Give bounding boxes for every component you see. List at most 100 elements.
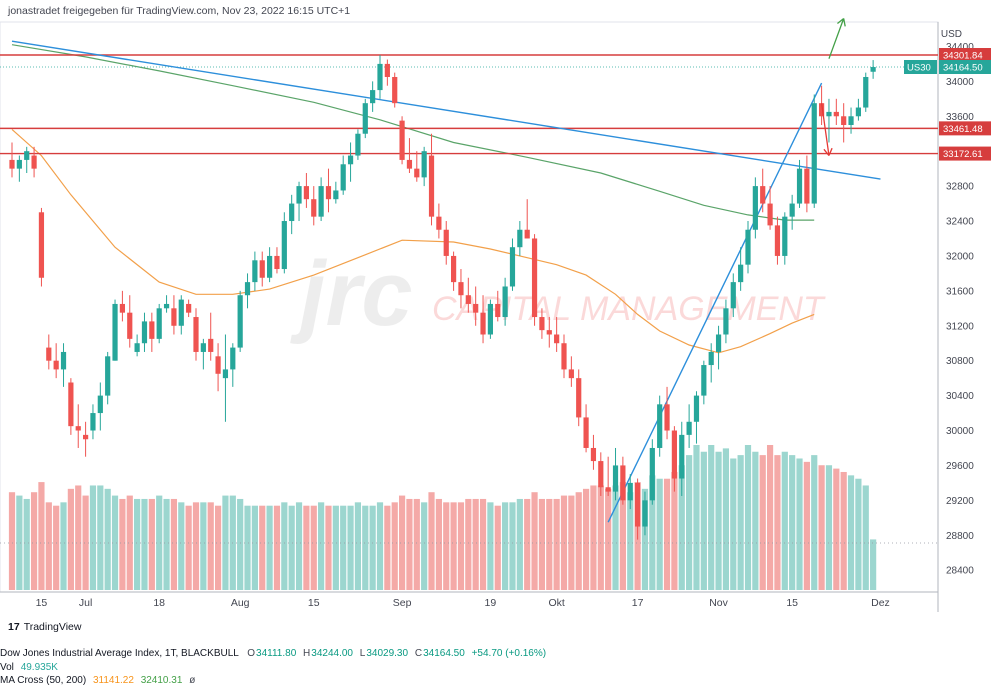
candle-body (686, 421, 692, 435)
candle-body (583, 417, 589, 448)
candle-body (60, 351, 67, 370)
time-tick-label: 15 (308, 597, 320, 609)
candle-body (598, 461, 604, 488)
price-tick-label: 33600 (946, 112, 974, 123)
price-tick-label: 30400 (946, 391, 974, 402)
level-price-tag (939, 48, 991, 63)
time-tick-label: Jul (79, 597, 92, 609)
candle-body (833, 111, 839, 117)
watermark-logo: jrc (290, 243, 413, 345)
volume-bar (38, 482, 45, 590)
volume-bar (722, 448, 730, 590)
ma-cross-label[interactable]: MA Cross (50, 200) (0, 675, 87, 686)
volume-bar (870, 539, 877, 590)
candle-body (127, 312, 133, 339)
candle-body (163, 303, 170, 309)
candle-body (480, 312, 486, 335)
volume-bar (362, 505, 369, 590)
close-value: 34164.50 (423, 648, 465, 659)
volume-bar (833, 468, 840, 590)
volume-bar (700, 451, 707, 590)
level-price-text: 34301.84 (943, 51, 983, 62)
arrow-up-icon (828, 18, 845, 59)
volume-bar (376, 502, 384, 590)
price-tick-label: 32000 (946, 251, 974, 262)
price-axis[interactable]: 28400 28800 29200 29600 30000 30400 30800 31200… (946, 42, 974, 577)
volume-bar (693, 445, 700, 590)
chart-svg[interactable]: jrc CAPITAL MANAGEMENT 28400288002920029… (0, 0, 1000, 642)
volume-bar (369, 505, 376, 590)
footer-brand[interactable]: 17 TradingView (8, 621, 81, 633)
candle-body (774, 225, 781, 256)
candle-body (767, 203, 773, 226)
volume-layer (0, 445, 938, 590)
candle-body (436, 216, 442, 230)
volume-bar (126, 495, 133, 590)
candle-body (487, 303, 493, 335)
brand-name: TradingView (23, 621, 82, 633)
candle-body (311, 199, 317, 217)
volume-bar (686, 455, 693, 590)
candle-body (804, 168, 810, 204)
legend-ma-row: MA Cross (50, 200) 31141.22 32410.31 ø (0, 674, 1000, 688)
volume-bar (340, 505, 347, 590)
volume-bar (568, 495, 575, 590)
volume-label[interactable]: Vol (0, 661, 14, 673)
open-value: 34111.80 (256, 648, 297, 659)
trendlines (11, 40, 881, 523)
volume-bar (796, 458, 803, 590)
volume-bar (465, 498, 472, 590)
volume-bar (649, 475, 656, 590)
arrow-head (837, 18, 845, 25)
candle-body (208, 338, 214, 352)
candle-body (237, 295, 243, 348)
volume-bar (715, 451, 722, 590)
candle-body (193, 317, 199, 352)
candle-body (789, 203, 795, 217)
last-price-tag (939, 59, 991, 74)
volume-bar (156, 495, 163, 590)
candle-body (679, 434, 685, 479)
time-tick-label: 18 (153, 597, 165, 609)
volume-bar (134, 498, 141, 590)
time-tick-label: Okt (548, 597, 564, 609)
arrows-layer (820, 18, 846, 156)
volume-bar (89, 485, 97, 590)
volume-bar (663, 478, 671, 590)
candle-body (281, 221, 287, 270)
volume-bar (479, 498, 487, 590)
candle-body (259, 260, 265, 278)
volume-bar (553, 498, 560, 590)
candle-body (870, 67, 876, 72)
symbol-title[interactable]: Dow Jones Industrial Average Index, 1T, … (0, 648, 239, 659)
candle-body (340, 164, 346, 191)
candle-body (230, 347, 236, 370)
candle-body (590, 447, 597, 462)
candle-body (186, 303, 192, 313)
price-tags: 34301.84 33461.48 33172.61 US30 34164.50 (904, 48, 991, 161)
price-tick-label: 32800 (946, 182, 974, 193)
candle-body (819, 103, 825, 117)
volume-bar (332, 505, 339, 590)
candle-body (863, 76, 869, 108)
volume-bar (781, 451, 788, 590)
time-tick-label: 19 (485, 597, 497, 609)
volume-bar (303, 505, 310, 590)
volume-bar (546, 498, 553, 590)
volume-bar (97, 485, 104, 590)
candle-body (119, 303, 125, 313)
candle-body (289, 203, 295, 222)
level-price-tag (939, 121, 991, 136)
candle-body (546, 330, 552, 335)
horizontal-levels (0, 54, 938, 155)
price-tick-label: 30800 (946, 356, 974, 367)
volume-bar (531, 492, 538, 590)
time-axis[interactable]: 15 Jul 18 Aug 15 Sep 19 Okt 17 Nov 15 Dez (36, 597, 890, 609)
candle-body (370, 90, 376, 104)
candle-body (347, 155, 354, 165)
candle-body (715, 334, 722, 352)
candle-body (752, 186, 758, 230)
volume-bar (575, 492, 582, 590)
volume-bar (502, 502, 509, 590)
candle-body (848, 116, 854, 126)
